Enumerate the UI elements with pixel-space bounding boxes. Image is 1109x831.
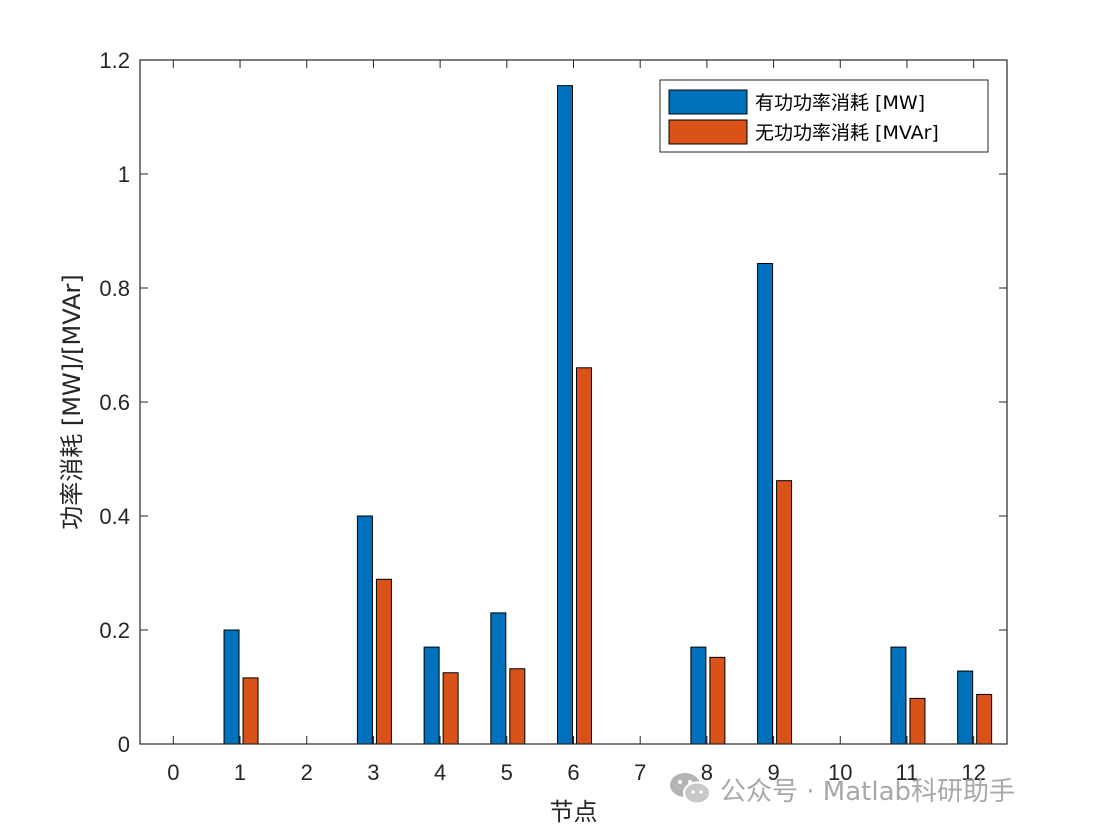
bars-layer xyxy=(223,85,993,745)
y-tick-label: 1 xyxy=(118,162,130,187)
bar-series1-node-5 xyxy=(490,612,507,745)
y-tick-label: 0.2 xyxy=(99,618,130,643)
bar-series1-node-9 xyxy=(757,262,774,745)
legend-label-series2: 无功功率消耗 [MVAr] xyxy=(755,122,939,144)
bar-series2-node-6 xyxy=(576,367,592,745)
y-axis-title: 功率消耗 [MW]/[MVAr] xyxy=(58,274,86,529)
bar-series1-node-6 xyxy=(557,85,573,745)
bar-series1-node-1 xyxy=(223,629,240,745)
x-tick-label: 6 xyxy=(567,760,579,785)
bar-series2-node-4 xyxy=(442,672,459,745)
x-tick-label: 3 xyxy=(367,760,379,785)
y-tick-label: 0.8 xyxy=(99,276,130,301)
watermark-text: 公众号 · Matlab科研助手 xyxy=(720,776,1016,807)
x-tick-label: 1 xyxy=(234,760,246,785)
bar-series2-node-5 xyxy=(509,668,526,745)
bar-series1-node-11 xyxy=(890,646,907,745)
x-tick-label: 5 xyxy=(501,760,513,785)
x-tick-label: 11 xyxy=(896,760,919,785)
bar-series1-node-8 xyxy=(690,646,707,745)
bar-series1-node-4 xyxy=(423,646,440,745)
y-tick-label: 1.2 xyxy=(99,48,130,73)
bar-series2-node-8 xyxy=(709,656,726,745)
bar-series2-node-9 xyxy=(776,480,793,745)
plot-background xyxy=(140,60,1007,744)
legend-label-series1: 有功功率消耗 [MW] xyxy=(755,92,925,114)
plot-area xyxy=(140,60,1007,744)
bar-series1-node-12 xyxy=(957,670,974,745)
bar-series1-node-3 xyxy=(356,515,373,745)
x-tick-label: 0 xyxy=(167,760,179,785)
legend: 有功功率消耗 [MW] 无功功率消耗 [MVAr] xyxy=(659,79,989,153)
wechat-icon xyxy=(670,773,711,805)
y-tick-label: 0.6 xyxy=(99,390,130,415)
x-tick-label: 2 xyxy=(301,760,313,785)
bar-series2-node-1 xyxy=(242,677,259,745)
y-tick-label: 0.4 xyxy=(99,504,130,529)
x-tick-label: 8 xyxy=(701,760,713,785)
x-tick-label: 4 xyxy=(434,760,446,785)
bar-series2-node-12 xyxy=(976,693,993,745)
x-tick-label: 9 xyxy=(767,760,779,785)
bar-series2-node-3 xyxy=(375,578,392,745)
x-tick-label: 10 xyxy=(828,760,852,785)
x-tick-label: 12 xyxy=(961,760,985,785)
legend-swatch-series1 xyxy=(668,89,748,115)
watermark: 公众号 · Matlab科研助手 xyxy=(668,767,1015,811)
y-tick-label: 0 xyxy=(118,732,130,757)
x-tick-label: 7 xyxy=(634,760,646,785)
legend-swatch-series2 xyxy=(668,119,748,145)
bar-series2-node-11 xyxy=(909,697,926,745)
x-axis-title: 节点 xyxy=(550,798,598,826)
